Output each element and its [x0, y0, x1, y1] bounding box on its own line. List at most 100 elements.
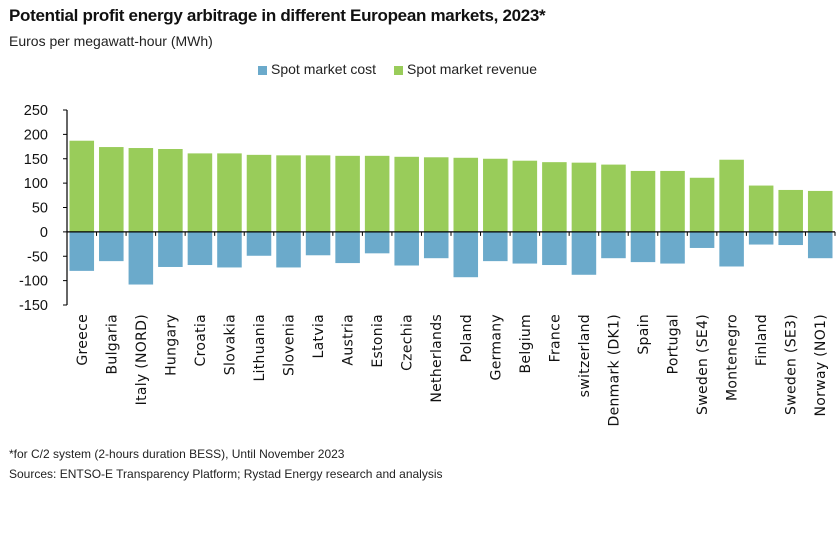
y-tick-label: 0 — [40, 225, 48, 241]
cost-bar — [158, 231, 183, 267]
revenue-bar — [394, 156, 419, 232]
revenue-bar — [187, 153, 213, 232]
x-tick-label: Slovenia — [282, 314, 298, 376]
x-tick-label: Norway (NO1) — [813, 314, 829, 416]
x-tick-label: Lithuania — [252, 314, 268, 382]
cost-bar — [601, 231, 626, 259]
x-tick-label: Denmark (DK1) — [606, 314, 622, 427]
revenue-bar — [601, 164, 626, 232]
revenue-bar — [453, 157, 479, 232]
revenue-bar — [807, 190, 833, 232]
x-tick-label: Italy (NORD) — [134, 314, 150, 405]
cost-bar — [69, 231, 95, 271]
sources: Sources: ENTSO-E Transparency Platform; … — [9, 467, 443, 481]
legend-swatch-cost — [258, 65, 267, 75]
y-tick-label: -100 — [19, 274, 48, 290]
cost-bar — [423, 231, 449, 259]
x-tick-label: Czechia — [400, 314, 416, 371]
revenue-bar — [158, 149, 183, 232]
x-tick-label: Poland — [459, 314, 475, 363]
x-tick-label: France — [547, 314, 563, 362]
x-tick-label: Bulgaria — [104, 314, 120, 374]
y-tick-label: -50 — [27, 249, 48, 265]
revenue-bar — [217, 153, 242, 232]
revenue-bar — [689, 177, 715, 232]
y-tick-label: 50 — [32, 201, 48, 217]
x-tick-label: Germany — [488, 314, 504, 380]
x-tick-label: Latvia — [311, 314, 327, 358]
y-tick-label: -150 — [19, 298, 48, 314]
legend: Spot market cost Spot market revenue — [258, 61, 537, 77]
x-tick-label: Portugal — [666, 314, 682, 374]
cost-bar — [99, 231, 124, 262]
x-tick-label: switzerland — [577, 314, 593, 397]
revenue-bar — [542, 162, 567, 232]
cost-bar — [483, 231, 508, 262]
x-tick-label: Estonia — [370, 314, 386, 368]
legend-swatch-revenue — [394, 65, 404, 75]
cost-bar — [187, 231, 213, 266]
x-tick-label: Sweden (SE4) — [695, 314, 711, 415]
cost-bar — [217, 231, 242, 268]
revenue-bar — [719, 159, 744, 232]
y-tick-label: 250 — [24, 103, 48, 119]
x-tick-label: Greece — [75, 314, 91, 366]
revenue-bar — [483, 158, 508, 232]
x-tick-label: Belgium — [518, 314, 534, 374]
cost-bar — [807, 231, 833, 259]
cost-bar — [778, 231, 803, 246]
cost-bar — [276, 231, 301, 268]
x-tick-label: Montenegro — [725, 314, 741, 401]
y-tick-label: 100 — [24, 176, 48, 192]
chart-subtitle: Euros per megawatt-hour (MWh) — [9, 33, 213, 49]
revenue-bar — [571, 162, 597, 232]
x-tick-label: Slovakia — [222, 314, 238, 375]
chart-title: Potential profit energy arbitrage in dif… — [9, 6, 546, 25]
legend-label-revenue: Spot market revenue — [407, 61, 538, 77]
revenue-bar — [660, 170, 685, 232]
revenue-bar — [364, 155, 390, 232]
cost-bar — [542, 231, 567, 266]
cost-bar — [305, 231, 331, 256]
cost-bar — [335, 231, 360, 264]
revenue-bar — [305, 155, 331, 232]
x-tick-label: Netherlands — [429, 314, 445, 403]
revenue-bar — [512, 160, 538, 232]
x-tick-label: Sweden (SE3) — [784, 314, 800, 415]
revenue-bar — [335, 155, 360, 232]
revenue-bar — [423, 157, 449, 232]
cost-bar — [364, 231, 390, 254]
revenue-bar — [276, 155, 301, 232]
cost-bar — [246, 231, 272, 256]
revenue-bar — [630, 170, 656, 232]
legend-label-cost: Spot market cost — [271, 61, 377, 77]
cost-bar — [128, 231, 154, 285]
y-tick-label: 150 — [24, 152, 48, 168]
revenue-bar — [748, 185, 774, 232]
revenue-bar — [128, 148, 154, 232]
cost-bar — [630, 231, 656, 263]
footnote: *for C/2 system (2-hours duration BESS),… — [9, 447, 345, 461]
cost-bar — [660, 231, 685, 264]
x-tick-label: Spain — [636, 314, 652, 355]
x-tick-label: Finland — [754, 314, 770, 366]
x-tick-label: Croatia — [193, 314, 209, 366]
cost-bar — [719, 231, 744, 267]
y-tick-label: 200 — [24, 127, 48, 143]
revenue-bar — [69, 140, 95, 232]
x-tick-label: Hungary — [163, 314, 179, 376]
cost-bar — [689, 231, 715, 248]
revenue-bar — [99, 147, 124, 232]
cost-bar — [394, 231, 419, 266]
cost-bar — [512, 231, 538, 264]
revenue-bar — [246, 154, 272, 232]
x-tick-label: Austria — [341, 314, 357, 366]
legend-item-cost: Spot market cost — [258, 61, 376, 77]
revenue-bar — [778, 189, 803, 232]
cost-bar — [453, 231, 479, 278]
legend-item-revenue: Spot market revenue — [394, 61, 537, 77]
cost-bar — [748, 231, 774, 245]
cost-bar — [571, 231, 597, 275]
